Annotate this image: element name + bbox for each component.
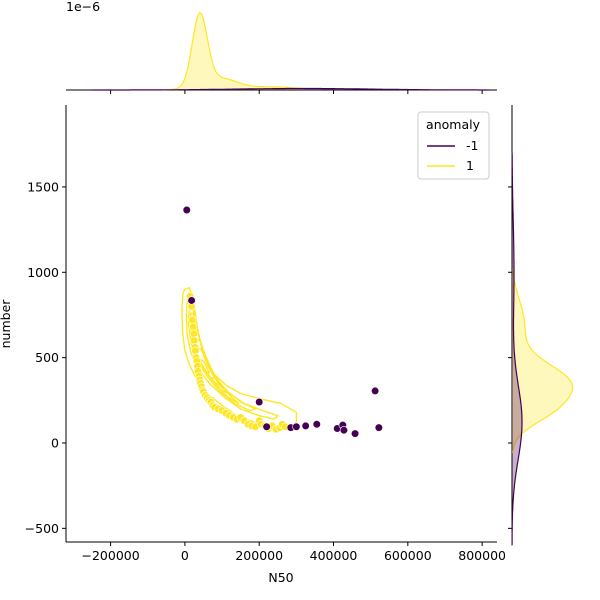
x-tick-label: −200000: [81, 548, 139, 563]
top-marginal-offset-text: 1e−6: [66, 0, 100, 14]
scatter-point-series--1: [371, 386, 380, 396]
right-marginal-kde-pos1-fill: [512, 268, 573, 454]
right-marginal-kde-neg1-line: [511, 152, 523, 546]
scatter-point-series-1: [188, 322, 198, 332]
scatter-point-series--1: [339, 426, 349, 435]
main-axes: [65, 105, 497, 543]
scatter-point-series--1: [350, 429, 360, 438]
right-marginal-axes: [508, 105, 574, 546]
scatter-layer: [182, 205, 383, 438]
scatter-point-series--1: [292, 422, 301, 431]
y-ticks: −500 0 500 1000 1500: [25, 179, 66, 536]
kde-contour-level-7: [196, 356, 211, 374]
scatter-point-series--1: [262, 422, 271, 431]
scatter-point-series--1: [312, 420, 321, 429]
legend-label-neg1: -1: [466, 138, 478, 153]
x-ticks: −200000 0 200000 400000 600000 800000: [81, 542, 506, 563]
top-marginal-kde-pos1-line: [162, 11, 304, 91]
right-marginal-ticks: [508, 186, 512, 529]
legend-title: anomaly: [426, 117, 481, 132]
scatter-point-series-1: [189, 329, 198, 338]
x-tick-label: 200000: [235, 548, 283, 563]
y-tick-label: 0: [51, 435, 59, 450]
scatter-point-series--1: [182, 205, 191, 215]
y-tick-label: −500: [25, 521, 59, 536]
x-tick-label: 600000: [384, 548, 432, 563]
scatter-point-series-1: [188, 315, 197, 325]
scatter-point-series--1: [187, 296, 196, 305]
scatter-point-series--1: [374, 423, 383, 432]
legend: anomaly -1 1: [417, 111, 490, 180]
scatter-point-series-1: [191, 346, 200, 355]
y-tick-label: 500: [35, 350, 59, 365]
scatter-point-series--1: [255, 397, 264, 407]
right-marginal-kde: [511, 152, 574, 546]
top-marginal-kde-pos1-fill: [162, 12, 304, 91]
scatter-point-series-1: [190, 336, 199, 345]
y-tick-label: 1500: [27, 179, 59, 194]
top-marginal-axes: 1e−6: [66, 0, 497, 94]
x-axis-label: N50: [268, 570, 293, 585]
top-marginal-kde: [92, 11, 489, 91]
x-tick-label: 0: [181, 548, 189, 563]
top-marginal-kde-neg1-line: [92, 87, 489, 91]
x-tick-label: 800000: [458, 548, 506, 563]
top-marginal-ticks: [110, 90, 483, 94]
y-tick-label: 1000: [27, 265, 59, 280]
legend-label-pos1: 1: [466, 158, 474, 173]
y-axis-label: number: [0, 299, 13, 349]
x-tick-label: 400000: [310, 548, 358, 563]
scatter-point-series--1: [301, 421, 310, 431]
right-marginal-kde-pos1-line: [511, 268, 574, 454]
